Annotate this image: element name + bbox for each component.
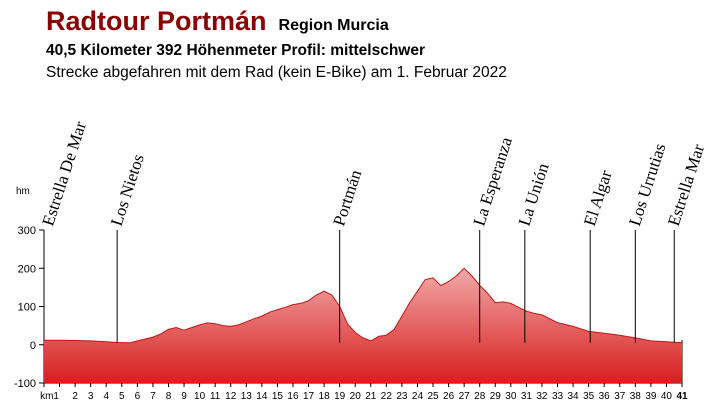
waypoint-label: Estrella Mar xyxy=(664,142,708,229)
y-tick-label: -100 xyxy=(14,378,36,390)
x-tick-label: 6 xyxy=(135,391,141,402)
x-tick-label: km1 xyxy=(40,391,59,402)
x-tick-label: 15 xyxy=(272,391,284,402)
waypoint-label: La Unión xyxy=(515,160,553,228)
x-tick-label: 14 xyxy=(256,391,268,402)
x-tick-label: 2 xyxy=(72,391,78,402)
elevation-area xyxy=(44,268,682,383)
waypoint-label: La Esperanza xyxy=(469,134,516,228)
region-label: Region Murcia xyxy=(278,17,389,34)
waypoint-label: Los Nietos xyxy=(107,152,148,228)
x-tick-label: 11 xyxy=(210,391,221,402)
x-tick-label: 23 xyxy=(396,391,408,402)
x-tick-label: 19 xyxy=(334,391,346,402)
x-tick-label: 16 xyxy=(287,391,299,402)
x-tick-label: 9 xyxy=(181,391,187,402)
x-tick-label: 41 xyxy=(676,391,688,402)
y-tick-label: 100 xyxy=(18,302,36,314)
x-tick-label: 5 xyxy=(119,391,125,402)
x-tick-label: 27 xyxy=(459,391,471,402)
waypoint-label: El Algar xyxy=(580,168,616,229)
y-tick-label: 200 xyxy=(18,263,36,275)
x-tick-label: 17 xyxy=(303,391,315,402)
y-tick-label: 300 xyxy=(18,225,36,237)
x-tick-label: 33 xyxy=(552,391,564,402)
x-tick-label: 7 xyxy=(150,391,156,402)
route-stats: 40,5 Kilometer 392 Höhenmeter Profil: mi… xyxy=(46,42,426,59)
x-tick-label: 25 xyxy=(427,391,439,402)
x-tick-label: 18 xyxy=(319,391,331,402)
x-tick-label: 38 xyxy=(630,391,642,402)
x-tick-label: 35 xyxy=(583,391,595,402)
x-tick-label: 13 xyxy=(241,391,253,402)
x-tick-label: 12 xyxy=(225,391,237,402)
x-tick-label: 10 xyxy=(194,391,206,402)
x-tick-label: 30 xyxy=(505,391,517,402)
x-tick-label: 22 xyxy=(381,391,393,402)
x-tick-label: 26 xyxy=(443,391,455,402)
x-tick-label: 32 xyxy=(536,391,548,402)
x-tick-label: 21 xyxy=(365,391,377,402)
x-tick-label: 34 xyxy=(568,391,580,402)
x-tick-label: 4 xyxy=(103,391,109,402)
x-tick-label: 39 xyxy=(645,391,657,402)
x-tick-label: 28 xyxy=(474,391,486,402)
x-tick-label: 24 xyxy=(412,391,424,402)
route-note: Strecke abgefahren mit dem Rad (kein E-B… xyxy=(46,64,507,81)
x-tick-label: 3 xyxy=(88,391,94,402)
x-tick-label: 36 xyxy=(599,391,611,402)
elevation-line xyxy=(44,267,683,344)
x-tick-label: 40 xyxy=(661,391,673,402)
x-tick-label: 31 xyxy=(521,391,533,402)
y-tick-label: 0 xyxy=(30,340,36,352)
waypoint-label: Portmán xyxy=(329,167,365,228)
y-axis-unit-label: hm xyxy=(16,186,30,197)
chart-title-block: Radtour Portmán Region Murcia xyxy=(46,6,389,37)
x-tick-label: 29 xyxy=(490,391,502,402)
waypoint-label: Los Urrutias xyxy=(625,141,669,228)
waypoint-label: Estrella De Mar xyxy=(38,119,90,228)
x-tick-label: 8 xyxy=(166,391,172,402)
x-tick-label: 20 xyxy=(350,391,362,402)
x-tick-label: 37 xyxy=(614,391,626,402)
chart-title: Radtour Portmán xyxy=(46,6,267,36)
